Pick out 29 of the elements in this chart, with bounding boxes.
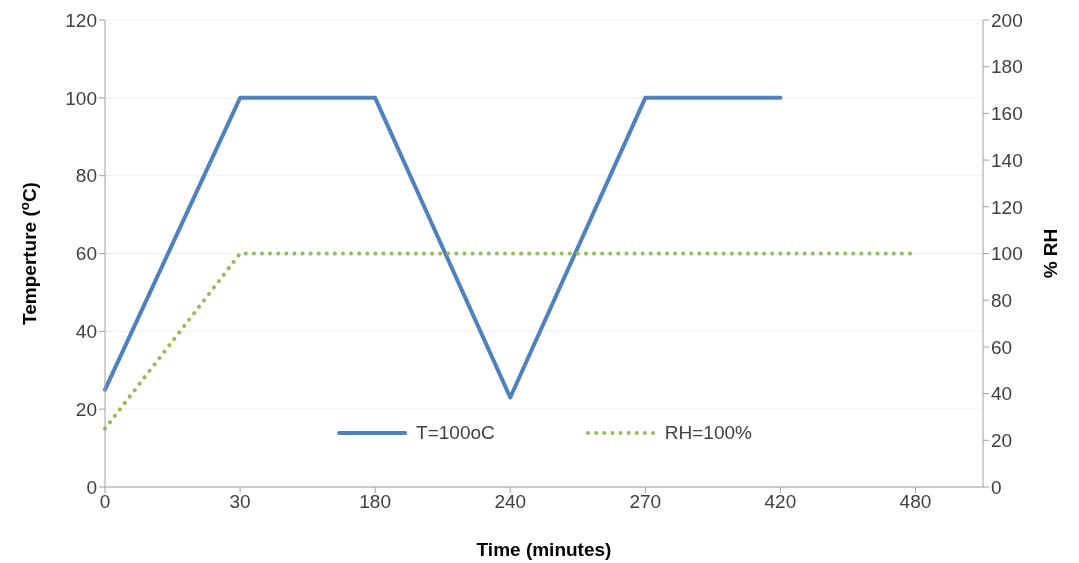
y2-tick-label: 140: [991, 149, 1023, 171]
x-tick-label: 480: [899, 491, 932, 513]
y2-tick-label: 40: [991, 383, 1013, 405]
y2-tick-label: 160: [991, 103, 1023, 125]
y-tick-label: 20: [75, 398, 97, 420]
y2-tick-label: 120: [991, 196, 1023, 218]
y2-tick-label: 60: [991, 336, 1013, 358]
x-tick-label: 240: [494, 491, 527, 513]
y-tick-label: 40: [75, 321, 97, 343]
legend-label: T=100oC: [416, 422, 495, 444]
x-tick-label: 270: [629, 491, 662, 513]
x-tick-label: 30: [229, 491, 251, 513]
x-tick-label: 420: [764, 491, 797, 513]
y2-tick-label: 200: [991, 9, 1023, 31]
y-tick-label: 0: [86, 476, 97, 498]
y2-tick-label: 0: [991, 476, 1002, 498]
y-tick-label: 60: [75, 243, 97, 265]
x-axis-title: Time (minutes): [476, 539, 612, 560]
x-tick-label: 0: [99, 491, 111, 513]
y2-tick-label: 80: [991, 289, 1013, 311]
legend-label: RH=100%: [664, 422, 752, 444]
y-tick-label: 120: [65, 9, 97, 31]
y2-tick-label: 20: [991, 430, 1013, 452]
y2-axis-title: % RH: [1040, 228, 1061, 279]
y2-tick-label: 100: [991, 243, 1023, 265]
x-tick-label: 180: [359, 491, 392, 513]
y-tick-label: 80: [75, 165, 97, 187]
y2-tick-label: 180: [991, 56, 1023, 78]
y-tick-label: 100: [65, 87, 97, 109]
